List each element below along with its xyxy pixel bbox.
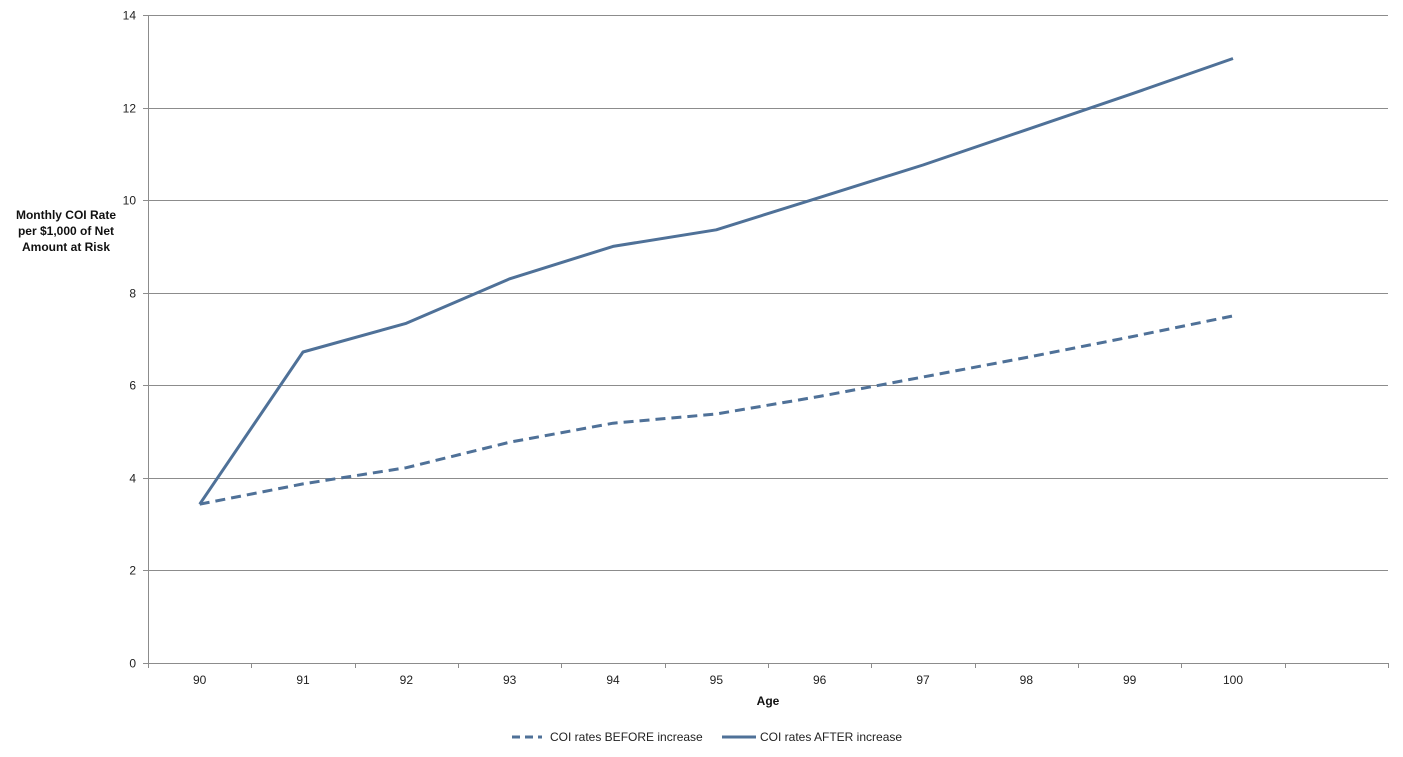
x-tick-label: 91 (296, 673, 310, 687)
x-tick-label: 94 (606, 673, 620, 687)
x-tick-label: 93 (503, 673, 517, 687)
legend-label: COI rates AFTER increase (760, 730, 902, 744)
data-point (611, 244, 616, 249)
data-point (1127, 92, 1132, 97)
y-tick-label: 14 (123, 9, 137, 23)
data-point (197, 502, 202, 507)
x-tick-label: 98 (1020, 673, 1034, 687)
y-tick-label: 12 (123, 102, 137, 116)
x-tick-label: 99 (1123, 673, 1137, 687)
x-tick-label: 97 (916, 673, 930, 687)
data-point (301, 349, 306, 354)
data-point (1024, 127, 1029, 132)
x-axis-title: Age (757, 694, 780, 708)
y-tick-label: 8 (129, 287, 136, 301)
data-point (921, 162, 926, 167)
x-tick-label: 90 (193, 673, 207, 687)
legend-label: COI rates BEFORE increase (550, 730, 703, 744)
y-axis-title: Monthly COI Rate per $1,000 of Net Amount … (16, 208, 116, 254)
series-line-before (199, 314, 1234, 506)
data-point (921, 374, 926, 379)
data-point (404, 321, 409, 326)
series-line-after (198, 57, 1234, 506)
data-point (1231, 56, 1236, 61)
data-point (817, 394, 822, 399)
y-axis-title-line: Monthly COI Rate (16, 208, 116, 222)
data-point (1024, 355, 1029, 360)
data-point (1127, 335, 1132, 340)
x-tick-label: 92 (400, 673, 414, 687)
data-point (404, 465, 409, 470)
y-tick-label: 2 (129, 564, 136, 578)
legend: COI rates BEFORE increase COI rates AFTER… (512, 730, 902, 744)
x-tick-label: 95 (710, 673, 724, 687)
y-tick-label: 4 (129, 472, 136, 486)
data-point (1231, 313, 1236, 318)
data-point (817, 195, 822, 200)
y-tick-label: 0 (129, 657, 136, 671)
gridlines (148, 15, 1388, 571)
x-tick-label: 100 (1223, 673, 1243, 687)
data-point (714, 227, 719, 232)
y-axis-title-line: per $1,000 of Net (18, 224, 114, 238)
y-tick-label: 10 (123, 194, 137, 208)
series-lines (197, 56, 1236, 507)
data-point (611, 421, 616, 426)
data-point (301, 481, 306, 486)
y-axis-title-line: Amount at Risk (22, 240, 110, 254)
data-point (507, 440, 512, 445)
axes: 0 2 4 6 8 10 12 14 90 91 92 93 94 95 96 97 98 99 100 (123, 9, 1389, 687)
data-point (714, 411, 719, 416)
data-point (507, 276, 512, 281)
x-tick-label: 96 (813, 673, 827, 687)
y-tick-label: 6 (129, 379, 136, 393)
